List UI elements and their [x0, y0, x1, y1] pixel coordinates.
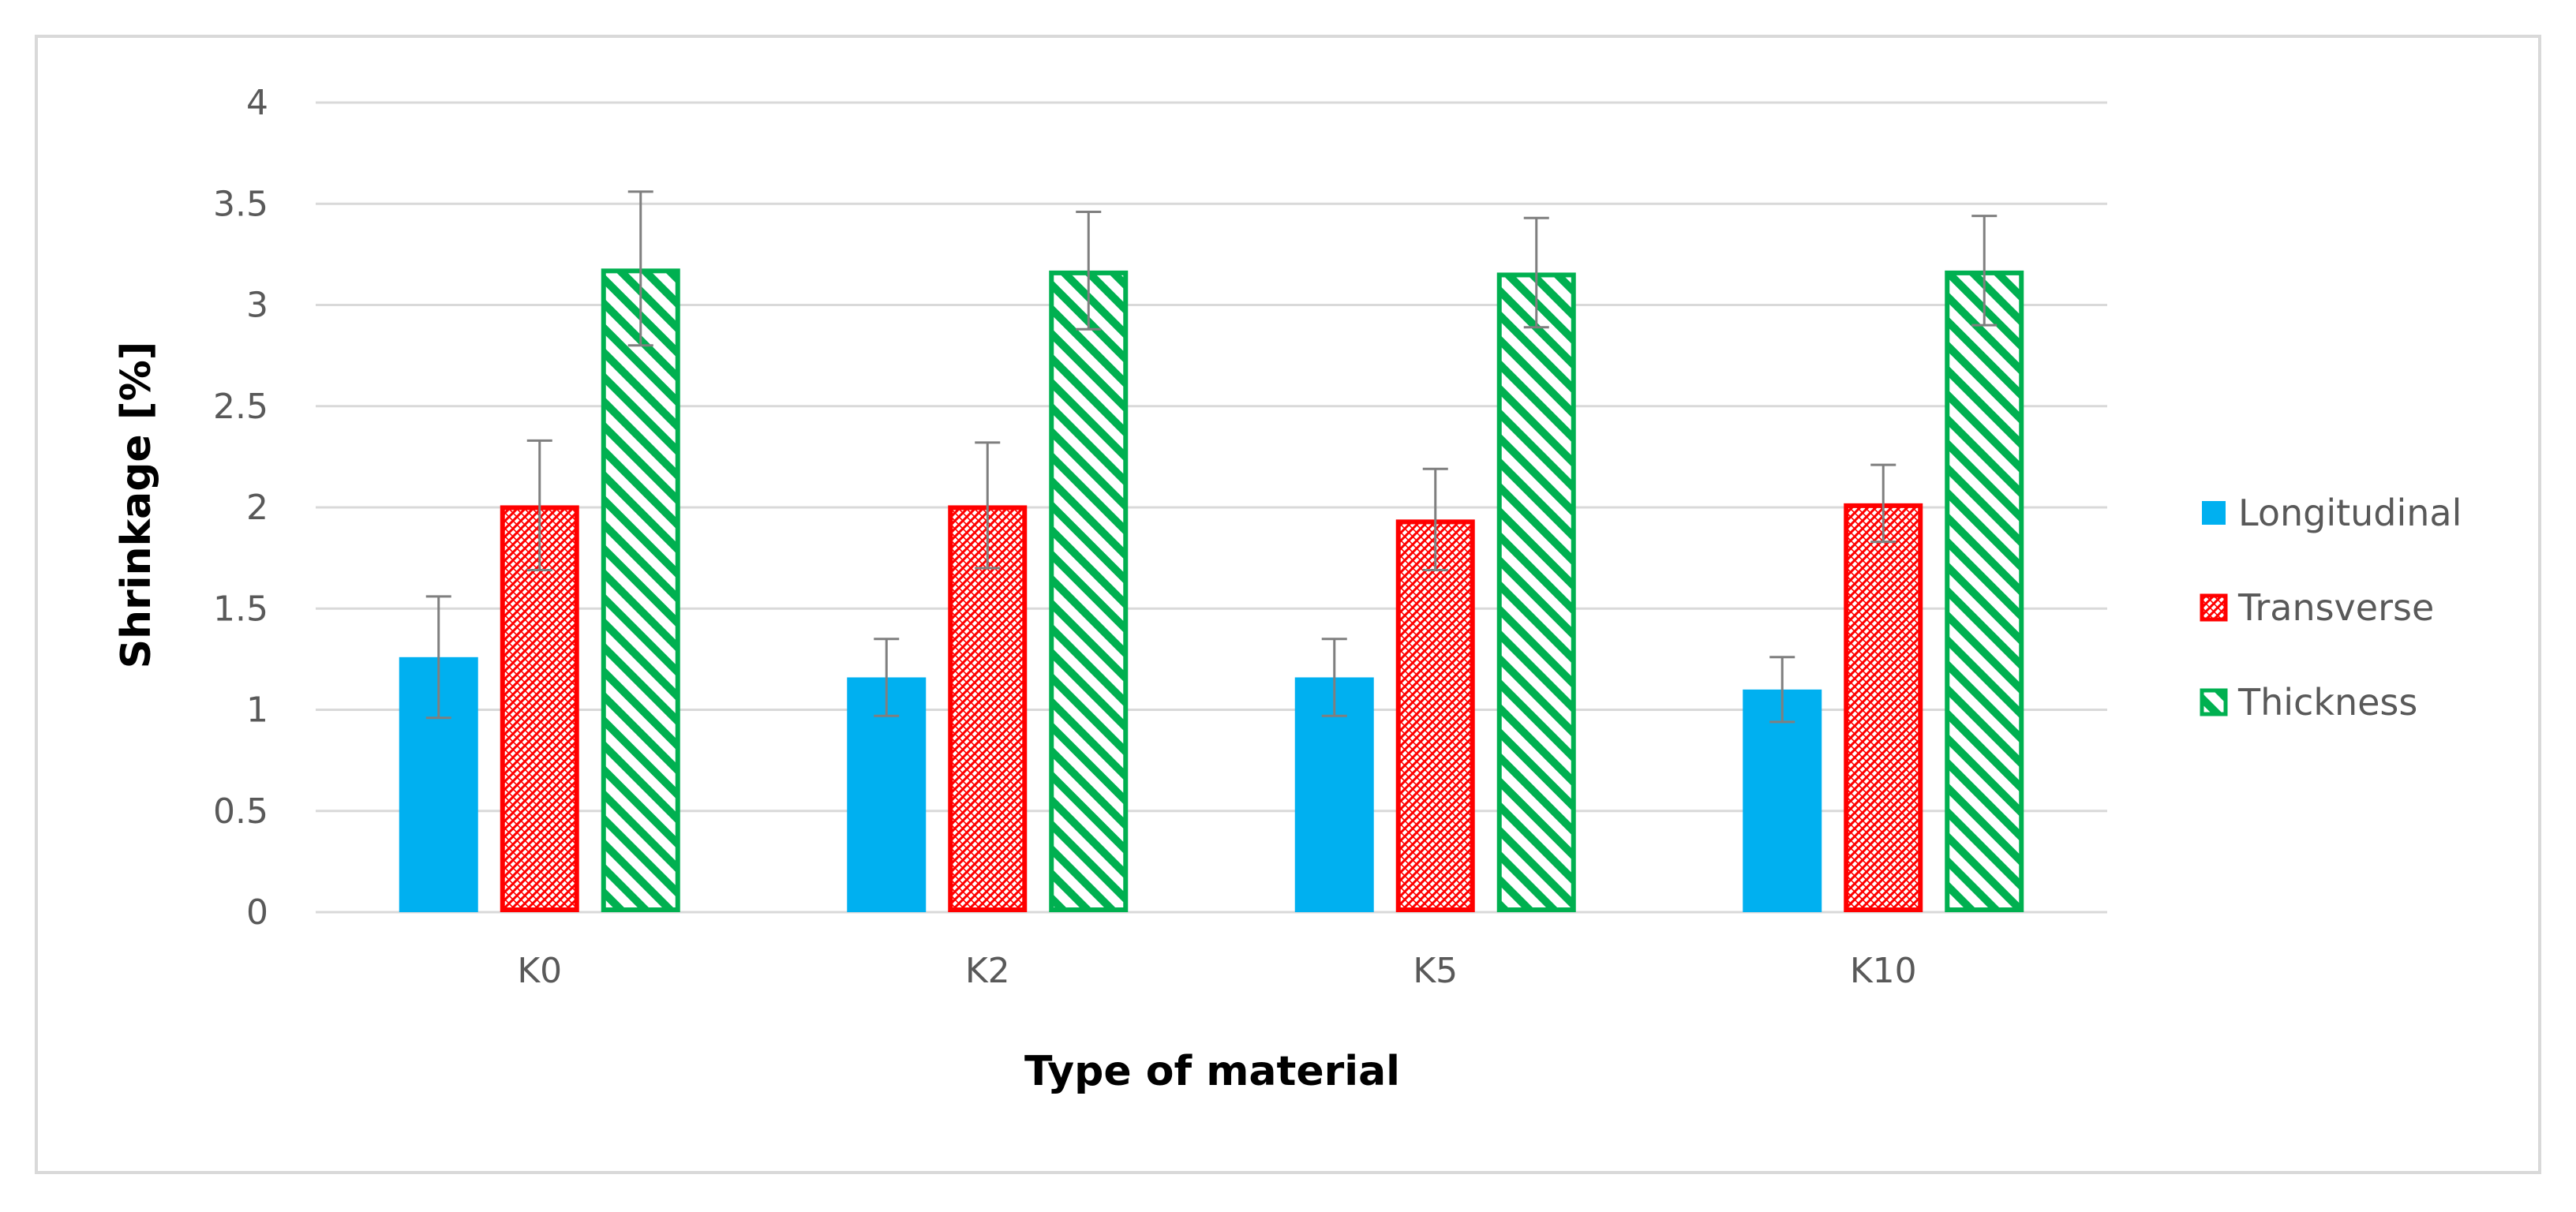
bar-thickness-k2 [1049, 270, 1129, 912]
bar-transverse-k2 [948, 505, 1028, 912]
y-tick-label: 0.5 [213, 791, 268, 832]
legend-item-longitudinal: Longitudinal [2202, 492, 2462, 534]
y-tick-label: 3.5 [213, 184, 268, 224]
x-tick-label: K2 [965, 951, 1010, 991]
bar-thickness-k0 [601, 268, 680, 912]
legend-label: Thickness [2237, 681, 2417, 724]
legend-label: Transverse [2237, 586, 2434, 629]
error-bar-thickness-k2 [1076, 211, 1102, 331]
y-tick-label: 2 [246, 488, 268, 528]
y-tick-labels: 0 0.5 1 1.5 2 2.5 3 3.5 4 [213, 83, 268, 933]
x-tick-label: K10 [1850, 951, 1917, 991]
error-bar-transverse-k10 [1870, 463, 1896, 544]
y-tick-label: 1.5 [213, 589, 268, 629]
chart-frame [35, 35, 2541, 1174]
legend-swatch [2202, 501, 2226, 525]
error-bar-transverse-k5 [1422, 467, 1448, 572]
error-bar-longitudinal-k2 [874, 638, 900, 717]
x-tick-labels: K0 K2 K5 K10 [517, 951, 1916, 991]
gridlines [316, 101, 2107, 914]
legend-swatch [2200, 688, 2228, 716]
y-axis-title: Shrinkage [%] [113, 342, 160, 669]
y-tick-label: 4 [246, 83, 268, 123]
bar-transverse-k10 [1844, 503, 1923, 912]
legend-item-transverse: Transverse [2200, 586, 2434, 629]
y-tick-label: 3 [246, 286, 268, 326]
y-tick-label: 1 [246, 690, 268, 731]
error-bar-thickness-k5 [1523, 216, 1549, 329]
bars [399, 268, 2024, 912]
legend: Longitudinal Transverse Thickness [2200, 492, 2462, 724]
error-bar-longitudinal-k0 [425, 595, 451, 720]
error-bar-thickness-k10 [1971, 215, 1998, 327]
error-bar-transverse-k2 [975, 441, 1001, 570]
legend-item-thickness: Thickness [2200, 681, 2417, 724]
y-tick-label: 0 [246, 892, 268, 933]
x-axis-title: Type of material [1024, 1048, 1400, 1095]
bar-thickness-k10 [1945, 270, 2024, 912]
bar-longitudinal-k10 [1743, 689, 1822, 912]
error-bar-longitudinal-k5 [1321, 638, 1347, 717]
error-bar-transverse-k0 [526, 439, 552, 572]
x-tick-label: K0 [517, 951, 562, 991]
error-bar-longitudinal-k10 [1769, 656, 1795, 724]
error-bar-thickness-k0 [627, 190, 653, 347]
x-tick-label: K5 [1413, 951, 1458, 991]
error-bars [425, 190, 1998, 724]
bar-transverse-k5 [1395, 519, 1475, 912]
legend-label: Longitudinal [2238, 492, 2462, 534]
bar-thickness-k5 [1496, 272, 1576, 912]
legend-swatch [2200, 593, 2228, 622]
y-tick-label: 2.5 [213, 387, 268, 427]
